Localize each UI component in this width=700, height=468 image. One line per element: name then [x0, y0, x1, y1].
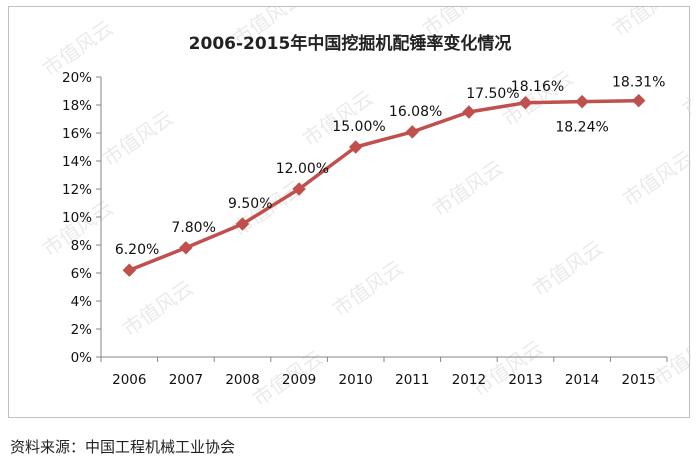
- data-point-marker: [575, 94, 589, 109]
- data-point-marker: [518, 96, 533, 110]
- y-tick-label: 4%: [71, 294, 93, 310]
- x-tick-label: 2011: [395, 372, 429, 388]
- data-point-marker: [462, 105, 476, 119]
- chart-frame: 市值风云 市值风云 市值风云 市值风云 市值风云 市值风云 市值风云 市值风云 市值风云 市值风云…: [8, 6, 691, 418]
- watermark-text: 市值风云: [468, 336, 547, 402]
- data-label: 17.50%: [466, 86, 519, 102]
- data-point-marker: [348, 140, 363, 154]
- y-tick-label: 12%: [62, 182, 92, 198]
- y-tick-label: 14%: [62, 154, 92, 170]
- data-label: 9.50%: [228, 196, 272, 212]
- data-point-marker: [292, 182, 306, 196]
- y-tick-labels: 0% 2% 4% 6% 8% 10% 12% 14% 16% 18% 20%: [62, 70, 92, 366]
- x-tick-label: 2014: [565, 372, 599, 388]
- watermark-text: 市值风云: [618, 146, 691, 212]
- watermark-text: 市值风云: [98, 106, 177, 172]
- y-tick-label: 20%: [62, 70, 92, 86]
- x-tick-label: 2015: [622, 372, 656, 388]
- series-line: [128, 98, 639, 272]
- data-label: 15.00%: [332, 119, 385, 135]
- y-tick-label: 8%: [71, 238, 93, 254]
- data-label: 7.80%: [171, 220, 215, 236]
- x-tick-label: 2007: [169, 372, 203, 388]
- watermark-text: 市值风云: [118, 276, 197, 342]
- x-tick-labels: 2006 2007 2008 2009 2010 2011 2012 2013 2014 2015: [112, 372, 656, 388]
- x-tick-label: 2006: [112, 372, 146, 388]
- y-tick-label: 0%: [71, 350, 93, 366]
- chart-title: 2006-2015年中国挖掘机配锤率变化情况: [189, 33, 512, 54]
- series-line-group: [122, 93, 646, 277]
- data-point-marker: [631, 93, 646, 108]
- source-note: 资料来源：中国工程机械工业协会: [10, 438, 236, 456]
- x-tick-label: 2013: [508, 372, 542, 388]
- data-label: 18.16%: [511, 79, 564, 95]
- y-tick-label: 16%: [62, 126, 92, 142]
- data-label: 12.00%: [276, 161, 329, 177]
- y-tick-label: 6%: [71, 266, 93, 282]
- data-label: 18.24%: [555, 120, 608, 136]
- watermark-text: 市值风云: [428, 156, 507, 222]
- data-label: 18.31%: [612, 75, 665, 91]
- x-tick-label: 2009: [282, 372, 316, 388]
- data-point-marker: [179, 241, 193, 255]
- x-tick-label: 2008: [225, 372, 259, 388]
- data-point-marker: [235, 217, 250, 231]
- watermark-text: 市值风云: [328, 256, 407, 322]
- y-tick-label: 2%: [71, 322, 93, 338]
- x-tick-label: 2010: [339, 372, 373, 388]
- watermark-text: 市值风云: [678, 56, 691, 122]
- data-label: 16.08%: [389, 104, 442, 120]
- data-point-marker: [405, 125, 420, 139]
- y-tick-label: 18%: [62, 98, 92, 114]
- x-tick-label: 2012: [452, 372, 486, 388]
- axes: [96, 76, 668, 362]
- data-point-marker: [122, 263, 137, 277]
- data-label: 6.20%: [115, 242, 159, 258]
- watermark-text: 市值风云: [528, 236, 607, 302]
- y-tick-label: 10%: [62, 210, 92, 226]
- watermark-text: 市值风云: [608, 7, 687, 41]
- data-label-group: 6.20%7.80%9.50%12.00%15.00%16.08%17.50%1…: [115, 75, 666, 259]
